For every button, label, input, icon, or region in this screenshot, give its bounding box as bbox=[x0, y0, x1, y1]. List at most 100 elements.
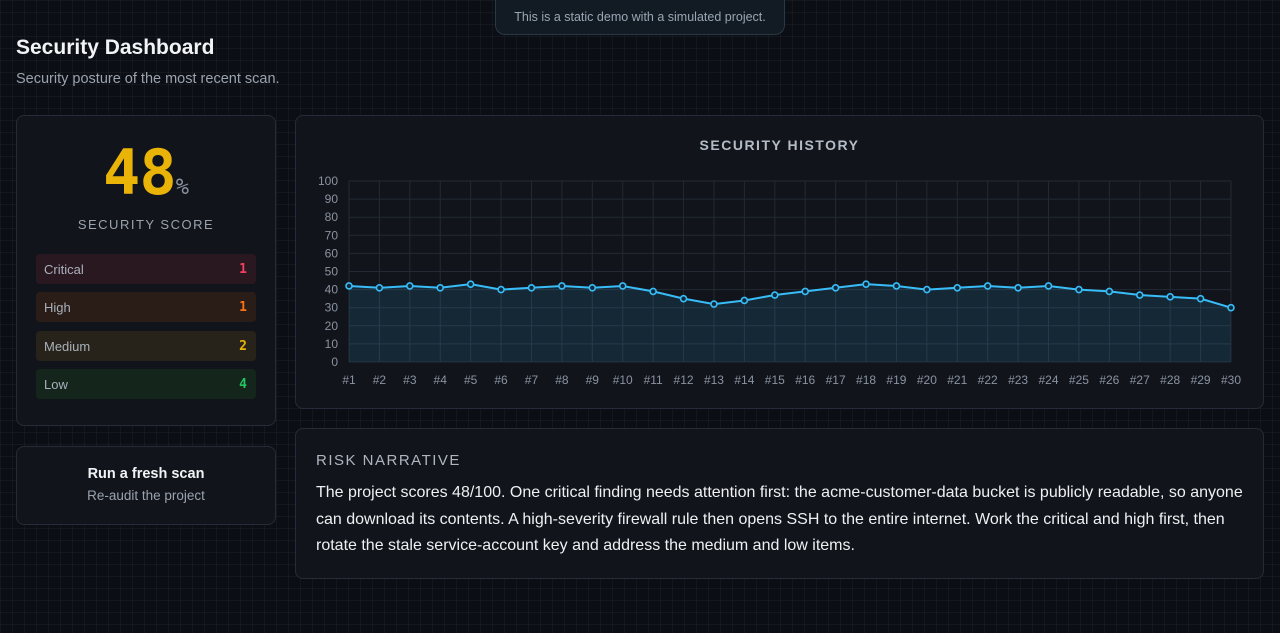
run-scan-button[interactable]: Run a fresh scan Re-audit the project bbox=[16, 446, 276, 525]
x-tick-label: #29 bbox=[1191, 373, 1211, 387]
y-tick-label: 30 bbox=[325, 301, 339, 315]
data-point bbox=[923, 285, 931, 294]
y-tick-label: 50 bbox=[325, 265, 339, 279]
data-point bbox=[1014, 283, 1022, 292]
y-tick-label: 90 bbox=[325, 192, 339, 206]
data-point bbox=[892, 282, 901, 290]
data-point bbox=[770, 291, 779, 299]
x-tick-label: #13 bbox=[704, 373, 724, 387]
x-tick-label: #22 bbox=[978, 373, 998, 387]
severity-count: 4 bbox=[239, 376, 247, 392]
x-tick-label: #30 bbox=[1221, 373, 1241, 387]
x-tick-label: #7 bbox=[525, 373, 539, 387]
y-tick-label: 20 bbox=[325, 319, 339, 333]
x-tick-label: #16 bbox=[795, 373, 815, 387]
demo-banner-text: This is a static demo with a simulated p… bbox=[514, 9, 766, 24]
score-value: 48% bbox=[17, 136, 275, 209]
data-point bbox=[558, 282, 566, 290]
data-point bbox=[740, 296, 749, 305]
y-tick-label: 40 bbox=[325, 283, 339, 297]
data-point bbox=[497, 285, 505, 294]
page-title: Security Dashboard bbox=[16, 36, 215, 59]
severity-row-critical[interactable]: Critical 1 bbox=[36, 254, 256, 284]
severity-label: Low bbox=[44, 376, 68, 392]
data-point bbox=[1075, 285, 1083, 294]
data-point bbox=[1196, 294, 1205, 303]
severity-count: 2 bbox=[239, 338, 247, 354]
risk-narrative-card: RISK NARRATIVE The project scores 48/100… bbox=[295, 428, 1264, 579]
series-line bbox=[348, 283, 1232, 309]
x-tick-label: #28 bbox=[1160, 373, 1180, 387]
series-area bbox=[349, 284, 1231, 362]
x-tick-label: #2 bbox=[373, 373, 387, 387]
x-tick-label: #23 bbox=[1008, 373, 1028, 387]
x-tick-label: #14 bbox=[734, 373, 754, 387]
data-point bbox=[1135, 291, 1144, 299]
data-point bbox=[831, 283, 840, 292]
y-tick-label: 80 bbox=[325, 210, 339, 224]
x-tick-label: #15 bbox=[765, 373, 785, 387]
data-point bbox=[801, 287, 810, 296]
y-tick-label: 100 bbox=[318, 174, 338, 188]
y-tick-label: 60 bbox=[325, 246, 339, 260]
data-point bbox=[466, 280, 475, 288]
score-card: 48% SECURITY SCORE Critical 1 High 1 Med… bbox=[16, 115, 276, 426]
severity-label: Medium bbox=[44, 338, 91, 354]
data-point bbox=[375, 283, 384, 292]
x-tick-label: #17 bbox=[826, 373, 846, 387]
data-point bbox=[679, 294, 688, 303]
x-tick-label: #3 bbox=[403, 373, 417, 387]
security-history-chart: 0 10 20 30 40 50 60 70 80 90 100 #1 #2 #3 #4 #5 #6 #7 #8 #9… bbox=[318, 174, 1241, 387]
data-point bbox=[527, 283, 536, 292]
x-tick-label: #27 bbox=[1130, 373, 1150, 387]
x-tick-label: #6 bbox=[494, 373, 508, 387]
x-tick-label: #26 bbox=[1099, 373, 1119, 387]
x-tick-label: #12 bbox=[674, 373, 694, 387]
severity-label: High bbox=[44, 299, 71, 315]
demo-banner: This is a static demo with a simulated p… bbox=[495, 0, 785, 35]
narrative-title: RISK NARRATIVE bbox=[316, 452, 461, 469]
x-tick-label: #24 bbox=[1039, 373, 1059, 387]
x-tick-label: #21 bbox=[947, 373, 967, 387]
data-point bbox=[983, 282, 992, 290]
security-history-card: SECURITY HISTORY 0 10 20 30 40 50 60 70 80 90 100 #… bbox=[295, 115, 1264, 409]
score-unit: % bbox=[175, 175, 189, 200]
severity-row-high[interactable]: High 1 bbox=[36, 292, 256, 322]
x-tick-label: #11 bbox=[644, 373, 663, 387]
run-scan-subtitle: Re-audit the project bbox=[87, 488, 205, 503]
x-tick-label: #18 bbox=[856, 373, 876, 387]
x-tick-label: #8 bbox=[555, 373, 569, 387]
narrative-text: The project scores 48/100. One critical … bbox=[316, 484, 1243, 554]
data-point bbox=[1105, 287, 1114, 296]
x-tick-label: #25 bbox=[1069, 373, 1089, 387]
severity-count: 1 bbox=[239, 261, 247, 277]
y-tick-label: 10 bbox=[325, 337, 339, 351]
x-tick-label: #9 bbox=[586, 373, 600, 387]
data-point bbox=[588, 283, 597, 292]
severity-label: Critical bbox=[44, 261, 84, 277]
data-point bbox=[1044, 282, 1053, 290]
page-subtitle: Security posture of the most recent scan… bbox=[16, 71, 280, 87]
data-point bbox=[345, 282, 353, 290]
data-point bbox=[1227, 303, 1235, 312]
data-point bbox=[953, 283, 962, 292]
chart-title: SECURITY HISTORY bbox=[699, 137, 860, 153]
x-tick-label: #1 bbox=[342, 373, 356, 387]
severity-row-low[interactable]: Low 4 bbox=[36, 369, 256, 399]
data-point bbox=[710, 300, 718, 308]
data-point bbox=[436, 283, 445, 292]
x-tick-label: #20 bbox=[917, 373, 937, 387]
data-point bbox=[1166, 293, 1174, 301]
data-point bbox=[649, 287, 657, 296]
severity-row-medium[interactable]: Medium 2 bbox=[36, 331, 256, 361]
y-tick-label: 70 bbox=[325, 228, 339, 242]
data-point bbox=[406, 282, 414, 290]
data-point bbox=[862, 280, 870, 288]
x-tick-label: #4 bbox=[434, 373, 448, 387]
score-number: 48 bbox=[103, 136, 177, 209]
x-tick-label: #19 bbox=[886, 373, 906, 387]
x-tick-label: #5 bbox=[464, 373, 478, 387]
y-tick-label: 0 bbox=[331, 355, 338, 369]
data-point bbox=[618, 282, 627, 290]
severity-count: 1 bbox=[239, 299, 247, 315]
